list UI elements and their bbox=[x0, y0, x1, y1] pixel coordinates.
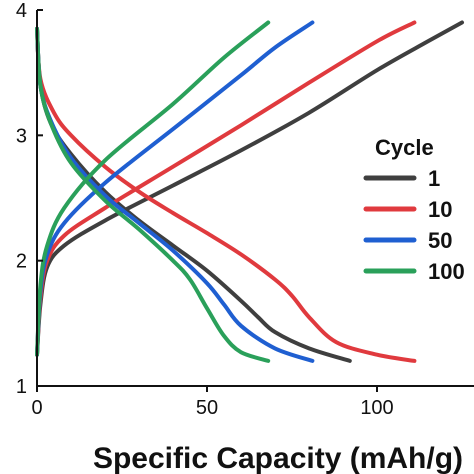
x-tick-label: 50 bbox=[196, 397, 218, 419]
x-ticks: 0 50 100 bbox=[31, 386, 394, 419]
y-tick-label: 4 bbox=[16, 0, 27, 22]
y-ticks: 1 2 3 4 bbox=[16, 0, 43, 398]
series-10-discharge-curve bbox=[35, 26, 417, 363]
legend-label-10: 10 bbox=[428, 197, 452, 222]
legend-label-100: 100 bbox=[428, 259, 465, 284]
y-tick-label: 1 bbox=[16, 376, 27, 398]
series-50-discharge-curve bbox=[35, 26, 315, 363]
series-curves bbox=[35, 20, 464, 363]
x-axis-title: Specific Capacity (mAh/g) bbox=[93, 442, 463, 474]
series-100-discharge-curve bbox=[35, 26, 271, 363]
y-tick-label: 3 bbox=[16, 125, 27, 147]
legend-title: Cycle bbox=[375, 135, 434, 160]
x-tick-label: 100 bbox=[360, 397, 393, 419]
legend-label-1: 1 bbox=[428, 166, 440, 191]
legend-label-50: 50 bbox=[428, 228, 452, 253]
series-100-charge-curve bbox=[35, 20, 271, 357]
legend: Cycle 1 10 50 100 bbox=[363, 135, 465, 284]
x-tick-label: 0 bbox=[31, 397, 42, 419]
y-tick-label: 2 bbox=[16, 251, 27, 273]
